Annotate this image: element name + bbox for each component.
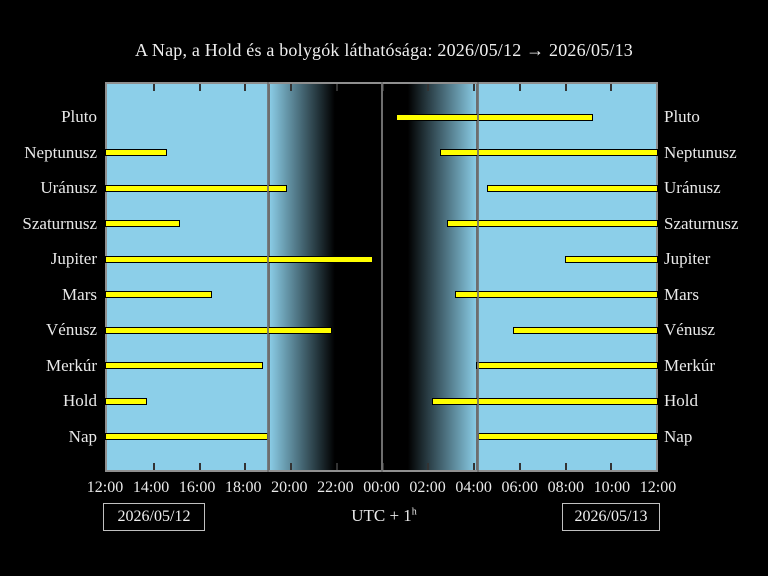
event-line-overlay	[266, 82, 269, 472]
axis-tick	[427, 463, 430, 470]
visibility-bar-nap	[105, 433, 268, 441]
axis-tick	[564, 463, 567, 470]
visibility-bar-uranusz	[105, 184, 288, 192]
visibility-bar-venusz	[105, 326, 332, 334]
axis-tick	[198, 84, 201, 91]
axis-tick	[473, 84, 475, 91]
visibility-bar-hold	[105, 397, 147, 405]
x-axis-label-1200-12: 12:00	[639, 479, 677, 496]
visibility-bar-mars	[455, 291, 658, 299]
timezone-text: UTC + 1	[351, 506, 412, 525]
axis-tick	[335, 463, 338, 470]
visibility-bar-merkur	[105, 362, 264, 370]
axis-tick	[564, 84, 567, 91]
visibility-bar-merkur	[475, 362, 658, 370]
x-axis-label-0800-10: 08:00	[547, 479, 585, 496]
visibility-bar-neptunusz	[440, 149, 658, 157]
axis-tick	[152, 463, 155, 470]
x-axis-label-1400-1: 14:00	[132, 479, 170, 496]
axis-tick	[381, 463, 384, 470]
x-axis-label-2000-4: 20:00	[271, 479, 308, 496]
axis-tick	[518, 84, 521, 91]
x-axis-label-2200-5: 22:00	[317, 479, 354, 496]
visibility-bar-uranusz	[487, 184, 658, 192]
visibility-bar-hold	[431, 397, 658, 405]
visibility-bar-szaturnusz	[105, 220, 181, 228]
end-date-box: 2026/05/13	[562, 503, 660, 531]
chart-title: A Nap, a Hold és a bolygók láthatósága: …	[134, 40, 634, 60]
visibility-bar-jupiter	[105, 255, 373, 263]
x-axis-label-0400-8: 04:00	[455, 479, 492, 496]
row-label-left-uranusz: Uránusz	[40, 178, 97, 198]
row-label-left-neptunusz: Neptunusz	[24, 142, 97, 162]
row-label-right-szaturnusz: Szaturnusz	[664, 213, 739, 233]
axis-tick	[290, 463, 292, 470]
row-label-right-venusz: Vénusz	[664, 320, 715, 340]
row-label-left-merkur: Merkúr	[46, 355, 97, 375]
axis-tick	[244, 84, 247, 91]
visibility-bar-jupiter	[565, 255, 658, 263]
x-axis-label-0000-6: 00:00	[363, 479, 400, 496]
visibility-bar-nap	[478, 433, 658, 441]
row-label-left-szaturnusz: Szaturnusz	[22, 213, 97, 233]
event-line-overlay	[380, 82, 383, 472]
x-axis-label-1800-3: 18:00	[225, 479, 262, 496]
visibility-bar-neptunusz	[105, 149, 168, 157]
row-label-right-uranusz: Uránusz	[664, 178, 721, 198]
row-label-left-mars: Mars	[62, 284, 97, 304]
row-label-right-nap: Nap	[664, 426, 693, 446]
axis-tick	[381, 84, 384, 91]
event-line-overlay	[477, 82, 480, 472]
row-label-left-pluto: Pluto	[61, 107, 97, 127]
row-label-left-jupiter: Jupiter	[50, 249, 97, 269]
x-axis-label-1000-11: 10:00	[593, 479, 631, 496]
row-label-right-hold: Hold	[664, 391, 698, 411]
axis-tick	[610, 84, 613, 91]
x-axis-label-1200-0: 12:00	[86, 479, 124, 496]
axis-tick	[427, 84, 430, 91]
row-label-left-nap: Nap	[68, 426, 97, 446]
row-label-right-jupiter: Jupiter	[664, 249, 711, 269]
axis-tick	[335, 84, 338, 91]
visibility-bar-mars	[105, 291, 212, 299]
axis-tick	[518, 463, 521, 470]
timezone-superscript: h	[411, 506, 417, 518]
timezone-label: UTC + 1h	[0, 506, 768, 526]
axis-tick	[473, 463, 475, 470]
axis-tick	[244, 463, 247, 470]
row-label-right-pluto: Pluto	[664, 107, 700, 127]
axis-tick	[290, 84, 292, 91]
row-label-left-hold: Hold	[63, 391, 97, 411]
axis-tick	[198, 463, 201, 470]
row-label-right-merkur: Merkúr	[664, 355, 715, 375]
row-label-left-venusz: Vénusz	[46, 320, 97, 340]
visibility-bar-venusz	[513, 326, 658, 334]
row-label-right-neptunusz: Neptunusz	[664, 142, 737, 162]
visibility-bar-pluto	[396, 113, 594, 121]
axis-tick	[152, 84, 155, 91]
axis-tick	[610, 463, 613, 470]
row-label-right-mars: Mars	[664, 284, 699, 304]
visibility-bar-szaturnusz	[446, 220, 658, 228]
x-axis-label-0600-9: 06:00	[501, 479, 538, 496]
x-axis-label-0200-7: 02:00	[409, 479, 446, 496]
x-axis-label-1600-2: 16:00	[178, 479, 216, 496]
start-date-box: 2026/05/12	[103, 503, 205, 531]
